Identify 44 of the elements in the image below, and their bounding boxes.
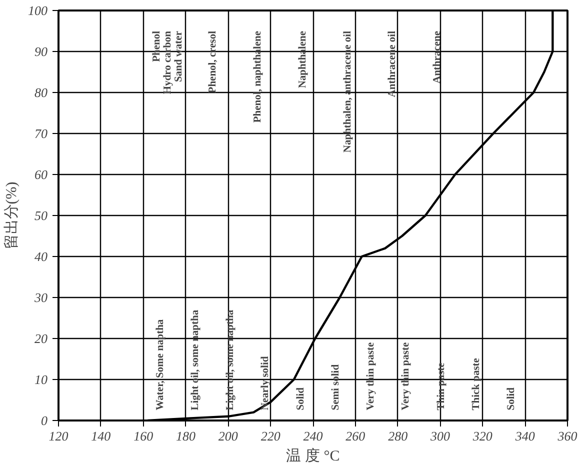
x-tick-label: 340: [514, 428, 536, 444]
x-tick-label: 360: [556, 428, 578, 444]
annotation: Solid: [506, 387, 518, 410]
y-tick-label: 100: [28, 3, 48, 18]
x-tick-label: 120: [48, 428, 69, 444]
annotation: Semi solid: [330, 364, 342, 410]
x-tick-label: 200: [218, 428, 238, 444]
y-axis-title: 留出分(%): [3, 182, 20, 250]
annotation: Light oil, some naptha: [190, 309, 201, 410]
y-tick-label: 0: [41, 413, 48, 428]
annotation: Phenol, naphthalene: [252, 30, 264, 123]
annotation: Phenol Hydro carbon Sand water: [151, 30, 184, 94]
y-tick-label: 60: [34, 167, 48, 182]
annotation: Thin paste: [436, 362, 447, 410]
y-tick-label: 10: [34, 372, 48, 387]
annotation: Thick paste: [470, 358, 482, 410]
x-tick-label: 280: [388, 428, 408, 444]
x-tick-label: 240: [303, 428, 324, 444]
x-tick-label: 220: [260, 428, 281, 444]
y-tick-label: 90: [34, 44, 48, 59]
x-tick-label: 140: [91, 428, 112, 444]
annotation: Water, Some naptha: [154, 318, 166, 410]
annotation: Light oil, some naptha: [225, 309, 236, 410]
annotation: Nearly solid: [260, 356, 272, 410]
annotation: Solid: [295, 387, 306, 410]
y-tick-label: 80: [34, 85, 48, 100]
x-tick-label: 160: [134, 428, 154, 444]
x-tick-label: 180: [176, 428, 196, 444]
x-tick-label: 300: [430, 428, 450, 444]
x-tick-label: 260: [346, 428, 366, 444]
y-tick-label: 20: [34, 331, 48, 346]
annotation: Anthracene oil: [387, 30, 398, 98]
annotation: Anthracene: [432, 30, 444, 84]
annotation: Phenol, cresol: [207, 30, 218, 94]
x-tick-label: 320: [472, 428, 493, 444]
y-tick-label: 30: [34, 290, 48, 305]
annotation: Very thin paste: [366, 342, 377, 410]
x-axis-title: 温 度 °C: [286, 448, 340, 464]
annotation: Naphthalen, anthracene oil: [342, 30, 354, 153]
y-tick-label: 50: [34, 208, 48, 223]
annotation: Very thin paste: [400, 342, 412, 410]
y-tick-label: 40: [34, 249, 48, 264]
y-tick-label: 70: [34, 126, 48, 141]
annotation: Naphthalene: [297, 30, 308, 88]
